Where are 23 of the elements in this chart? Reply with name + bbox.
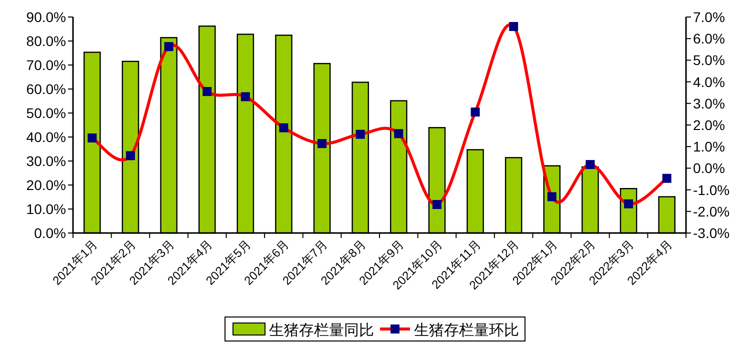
y-tick-label: 40.0% xyxy=(26,129,66,145)
y2-tick-label: 4.0% xyxy=(693,74,725,90)
y-tick-label: 80.0% xyxy=(26,33,66,49)
y2-tick-label: 2.0% xyxy=(693,117,725,133)
legend-label: 生猪存栏量环比 xyxy=(414,322,519,339)
y2-tick-label: -2.0% xyxy=(693,203,730,220)
y-tick-label: 30.0% xyxy=(26,153,66,169)
y-tick-label: 50.0% xyxy=(26,105,66,121)
y2-tick-label: 1.0% xyxy=(693,138,725,155)
y-tick-label: 10.0% xyxy=(26,201,66,217)
y2-tick-label: -1.0% xyxy=(693,182,730,198)
y2-tick-label: 5.0% xyxy=(693,52,725,68)
y2-tick-label: 6.0% xyxy=(693,30,725,47)
y2-tick-label: 0.0% xyxy=(693,160,725,176)
y-tick-label: 0.0% xyxy=(34,225,66,241)
y-tick-label: 20.0% xyxy=(26,177,66,193)
y-tick-label: 60.0% xyxy=(26,81,66,97)
y2-tick-label: 3.0% xyxy=(693,95,725,112)
y-tick-label: 90.0% xyxy=(26,9,66,25)
y2-tick-label: 7.0% xyxy=(693,9,725,25)
legend-label: 生猪存栏量同比 xyxy=(269,322,374,339)
y2-tick-label: -3.0% xyxy=(693,225,730,241)
y-tick-label: 70.0% xyxy=(26,57,66,73)
